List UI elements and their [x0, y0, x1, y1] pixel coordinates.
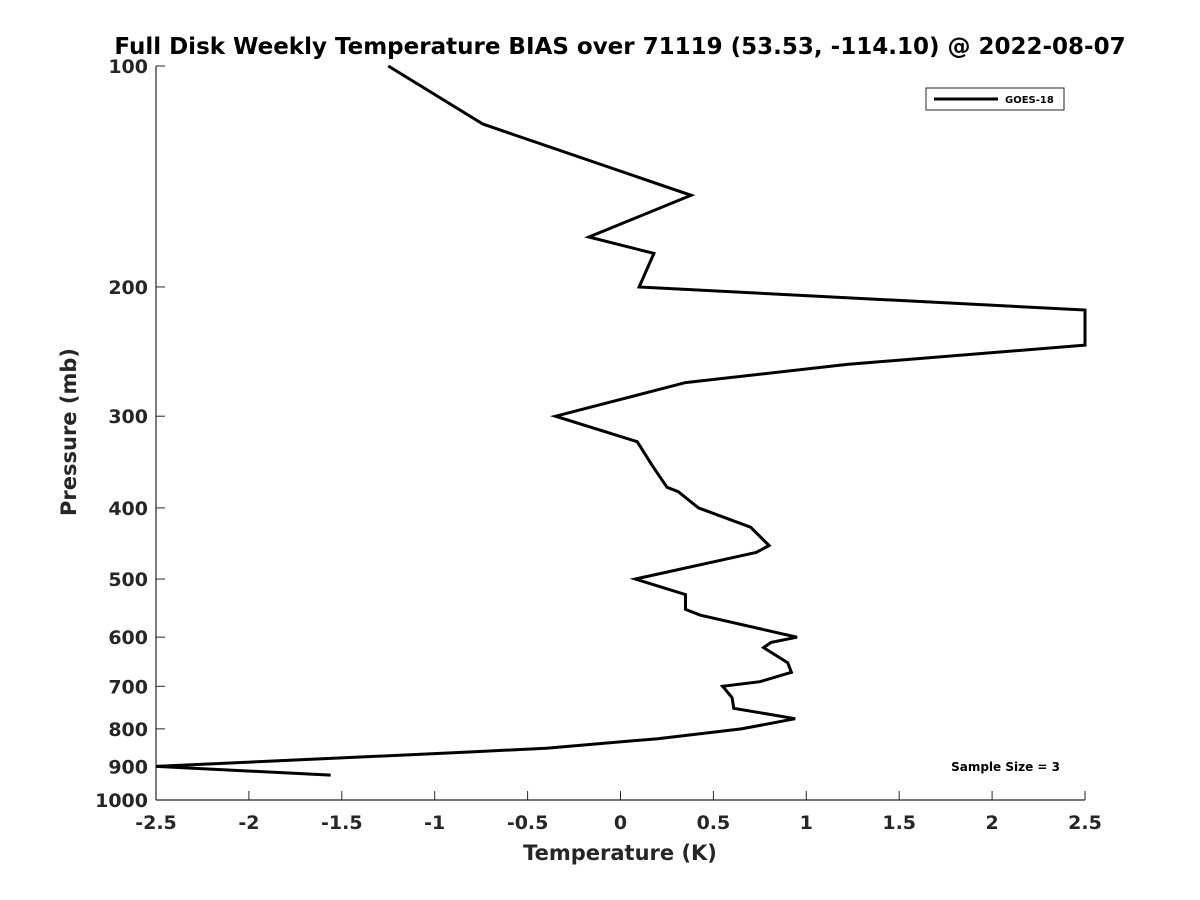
x-tick-label: 2.5: [1068, 812, 1102, 834]
series-group: [155, 64, 1087, 777]
x-tick-label: -2: [238, 812, 259, 834]
y-tick-label: 700: [108, 676, 148, 698]
x-tick-label: 0: [614, 812, 627, 834]
legend-label: GOES-18: [1005, 95, 1054, 106]
x-axis-label: Temperature (K): [523, 841, 717, 865]
y-tick-label: 100: [108, 56, 148, 78]
y-tick-label: 500: [108, 569, 148, 591]
y-tick-label: 900: [108, 756, 148, 778]
x-tick-label: -0.5: [507, 812, 549, 834]
x-tick-label: -2.5: [135, 812, 177, 834]
x-axis-ticks: -2.5 -2 -1.5 -1 -0.5 0 0.5 1 1.5 2 2.5: [135, 791, 1102, 834]
sample-size-annotation: Sample Size = 3: [951, 760, 1060, 774]
y-axis-label: Pressure (mb): [57, 348, 81, 516]
x-tick-label: 1.5: [882, 812, 916, 834]
y-tick-label: 1000: [95, 790, 148, 812]
y-tick-label: 600: [108, 627, 148, 649]
x-tick-label: -1: [424, 812, 445, 834]
x-tick-label: 1: [800, 812, 813, 834]
y-tick-label: 400: [108, 498, 148, 520]
y-tick-label: 200: [108, 277, 148, 299]
series-line: [155, 64, 1087, 777]
x-tick-label: 0.5: [697, 812, 731, 834]
legend: GOES-18: [925, 87, 1065, 111]
y-tick-label: 800: [108, 719, 148, 741]
y-axis-ticks: 100 200 300 400 500 600 700 800 900 1000: [95, 56, 165, 812]
x-tick-label: 2: [985, 812, 998, 834]
chart-title: Full Disk Weekly Temperature BIAS over 7…: [114, 34, 1125, 60]
y-tick-label: 300: [108, 406, 148, 428]
x-tick-label: -1.5: [321, 812, 363, 834]
